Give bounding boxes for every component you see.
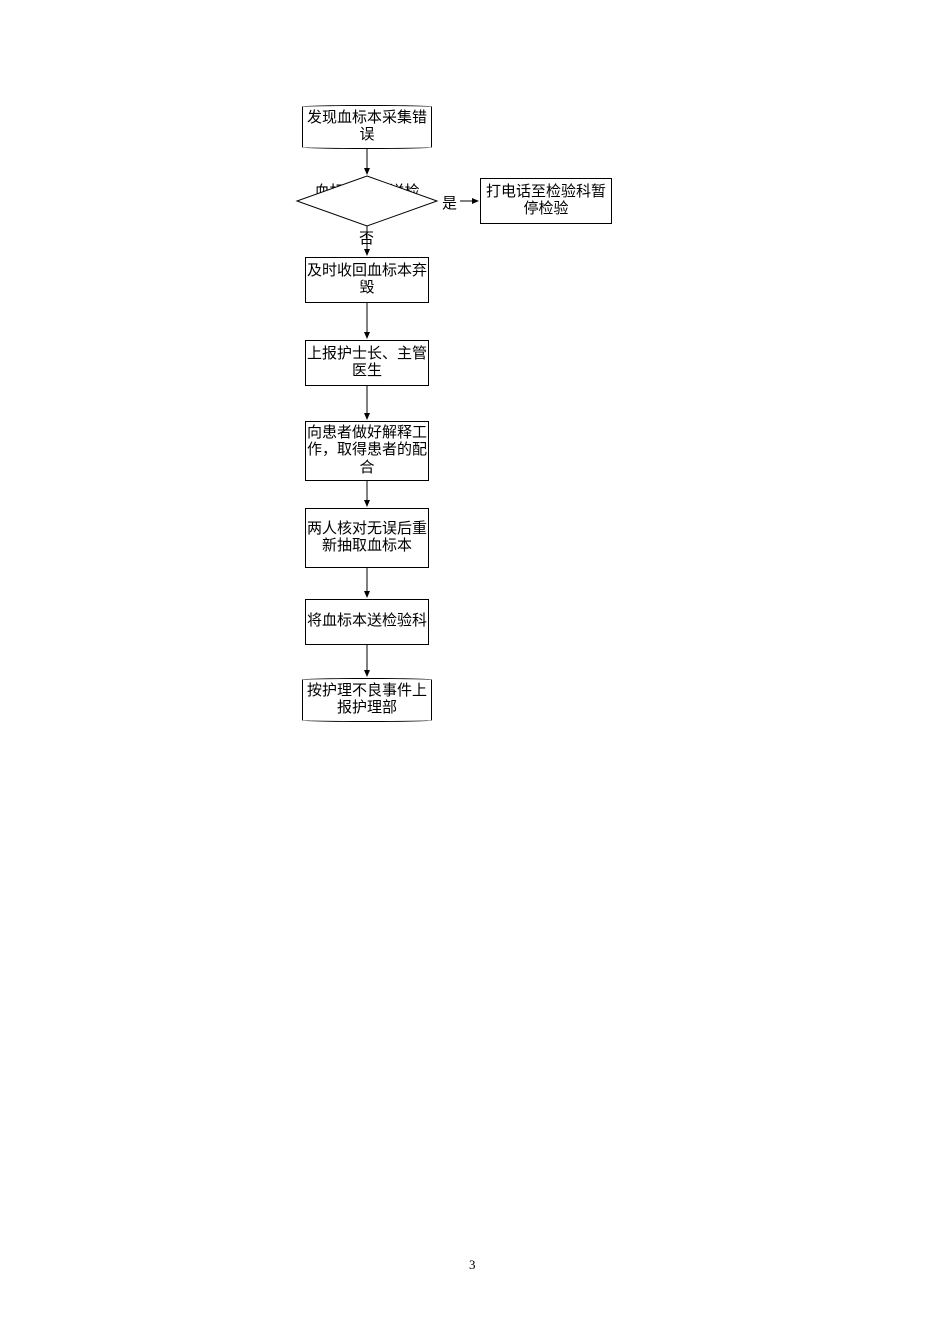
node-p2-text: 上报护士长、主管医生	[306, 346, 428, 381]
node-start: 发现血标本采集错误	[302, 105, 432, 149]
node-p3: 向患者做好解释工作，取得患者的配合	[305, 421, 429, 481]
page-number: 3	[469, 1257, 476, 1273]
node-p1: 及时收回血标本弃毁	[305, 257, 429, 303]
node-p2: 上报护士长、主管医生	[305, 340, 429, 386]
page: 发现血标本采集错误 血标本是否送检 打电话至检验科暂停检验 及时收回血标本弃毁 …	[0, 0, 950, 1344]
edge-label-yes: 是	[442, 192, 457, 213]
edge-label-no: 否	[359, 227, 374, 248]
node-p5-text: 将血标本送检验科	[307, 613, 427, 630]
node-p4-text: 两人核对无误后重新抽取血标本	[306, 521, 428, 556]
node-start-text: 发现血标本采集错误	[303, 110, 431, 145]
node-side: 打电话至检验科暂停检验	[480, 178, 612, 224]
node-p3-text: 向患者做好解释工作，取得患者的配合	[306, 425, 428, 477]
node-side-text: 打电话至检验科暂停检验	[481, 184, 611, 219]
node-end-text: 按护理不良事件上报护理部	[303, 683, 431, 718]
node-decision-text: 血标本是否送检	[307, 184, 427, 201]
node-p5: 将血标本送检验科	[305, 599, 429, 645]
connector-layer	[0, 0, 950, 1344]
node-p1-text: 及时收回血标本弃毁	[306, 263, 428, 298]
node-end: 按护理不良事件上报护理部	[302, 678, 432, 722]
node-p4: 两人核对无误后重新抽取血标本	[305, 508, 429, 568]
